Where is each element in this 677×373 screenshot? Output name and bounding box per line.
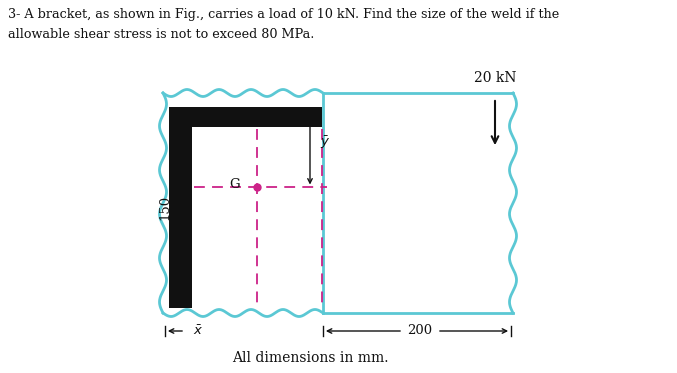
Text: 100: 100 xyxy=(237,109,262,122)
Text: 150: 150 xyxy=(158,195,171,220)
Polygon shape xyxy=(169,107,322,127)
Text: $\bar{x}$: $\bar{x}$ xyxy=(193,324,203,338)
Text: $\bar{y}$: $\bar{y}$ xyxy=(320,134,330,150)
Text: 3- A bracket, as shown in Fig., carries a load of 10 kN. Find the size of the we: 3- A bracket, as shown in Fig., carries … xyxy=(8,8,559,41)
Text: 200: 200 xyxy=(408,325,433,338)
Text: All dimensions in mm.: All dimensions in mm. xyxy=(232,351,388,365)
Text: 20 kN: 20 kN xyxy=(474,71,517,85)
Text: G: G xyxy=(230,178,240,191)
Polygon shape xyxy=(169,107,192,308)
